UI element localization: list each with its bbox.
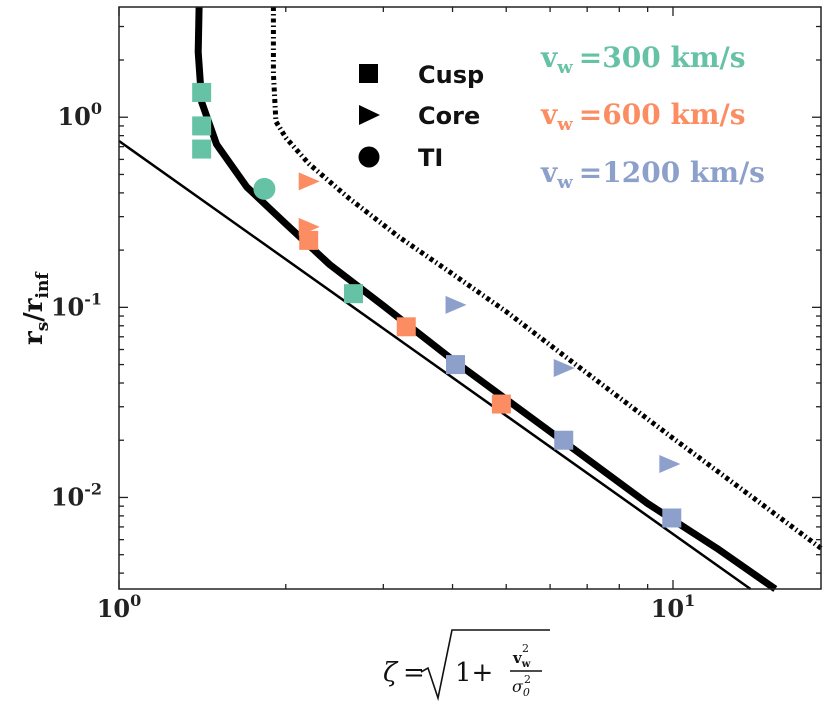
plot-frame xyxy=(118,6,822,590)
points-layer xyxy=(192,82,682,528)
x-label-denominator: σ0 xyxy=(512,677,530,699)
x-label-equals: = xyxy=(403,658,425,688)
legend-vw-300: vw =300 km/s xyxy=(540,41,745,78)
legend-label-ti: TI xyxy=(418,144,443,172)
y-tick-label: 10-1 xyxy=(51,289,102,321)
x-label-numerator: vw xyxy=(512,649,531,670)
legend-label-core: Core xyxy=(418,102,480,130)
y-axis-label: rs/rinf xyxy=(19,271,53,345)
x-label-den-sup: 2 xyxy=(524,673,531,686)
curves-layer xyxy=(118,6,823,592)
x-tick-label: 101 xyxy=(651,591,696,623)
data-point-square xyxy=(192,82,212,102)
y-tick-label: 10-2 xyxy=(51,479,102,511)
x-label-zeta: ζ xyxy=(383,658,399,688)
legend-markers: Cusp Core TI xyxy=(358,61,484,172)
data-point-square xyxy=(343,284,363,304)
data-point-triangle xyxy=(298,172,320,191)
legend-velocities: vw =300 km/s vw =600 km/s vw =1200 km/s xyxy=(540,41,765,193)
x-label-num-sup: 2 xyxy=(522,642,529,655)
legend-vw-600: vw =600 km/s xyxy=(540,98,745,135)
data-point-square xyxy=(491,394,511,414)
data-point-triangle xyxy=(659,454,681,473)
y-tick-label: 100 xyxy=(57,99,102,131)
data-point-square xyxy=(446,355,466,375)
data-point-square xyxy=(554,430,574,450)
legend-vw-1200: vw =1200 km/s xyxy=(540,156,765,193)
legend-label-cusp: Cusp xyxy=(418,61,484,89)
curve-dash-dot xyxy=(270,7,823,551)
data-point-circle xyxy=(253,177,276,200)
curve-thin-solid xyxy=(118,139,752,591)
data-point-triangle xyxy=(445,295,467,314)
legend-triangle-marker xyxy=(359,105,380,125)
data-point-square xyxy=(192,139,212,159)
data-point-square xyxy=(396,317,416,337)
data-point-square xyxy=(299,230,319,250)
data-point-square xyxy=(662,508,682,528)
curve-thick-solid xyxy=(194,6,778,592)
legend-square-marker xyxy=(359,64,378,83)
legend-circle-marker xyxy=(358,146,380,168)
ticks-layer: 100 101 10-2 10-1 100 xyxy=(51,7,821,623)
data-point-square xyxy=(192,116,212,136)
x-axis-label: ζ = 1+ vw 2 σ0 2 xyxy=(383,629,550,702)
data-point-triangle xyxy=(553,358,575,377)
x-label-one-plus: 1+ xyxy=(455,658,493,688)
x-tick-label: 100 xyxy=(97,591,142,623)
x-label-sqrt-sign xyxy=(420,629,550,702)
